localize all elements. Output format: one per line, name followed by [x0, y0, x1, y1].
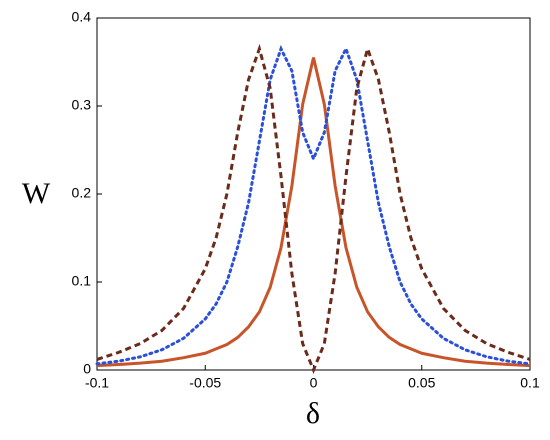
- series-line: [95, 44, 532, 366]
- x-tick-label: 0: [310, 375, 318, 391]
- series-line: [96, 43, 531, 374]
- y-tick-label: 0.3: [72, 97, 92, 113]
- x-tick-label: -0.1: [85, 375, 109, 391]
- y-axis-title: W: [22, 177, 51, 210]
- series-line: [96, 57, 531, 368]
- x-tick-label: 0.05: [408, 375, 435, 391]
- y-tick-label: 0.1: [72, 273, 92, 289]
- y-tick-label: 0: [83, 361, 91, 377]
- x-axis-title: δ: [306, 397, 320, 430]
- x-tick-label: 0.1: [520, 375, 540, 391]
- y-tick-label: 0.2: [72, 185, 92, 201]
- plot-frame: [96, 17, 531, 371]
- y-tick-label: 0.4: [72, 9, 92, 25]
- x-tick-label: -0.05: [189, 375, 221, 391]
